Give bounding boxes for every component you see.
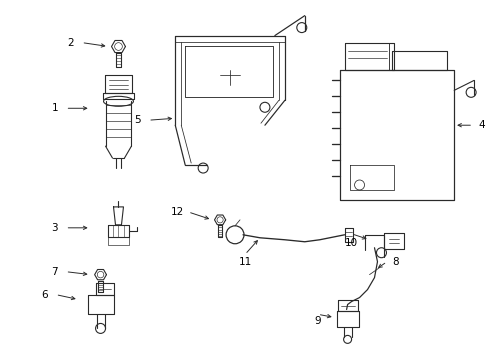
- Text: 2: 2: [67, 37, 74, 48]
- Text: 1: 1: [51, 103, 58, 113]
- Text: 4: 4: [479, 120, 486, 130]
- Text: 9: 9: [315, 316, 321, 327]
- Text: 11: 11: [238, 257, 252, 267]
- Text: 6: 6: [42, 289, 48, 300]
- Text: 5: 5: [134, 115, 141, 125]
- Text: 3: 3: [51, 223, 58, 233]
- Text: 7: 7: [51, 267, 58, 276]
- Text: 12: 12: [171, 207, 184, 217]
- Text: 10: 10: [345, 238, 358, 248]
- Text: 8: 8: [392, 257, 399, 267]
